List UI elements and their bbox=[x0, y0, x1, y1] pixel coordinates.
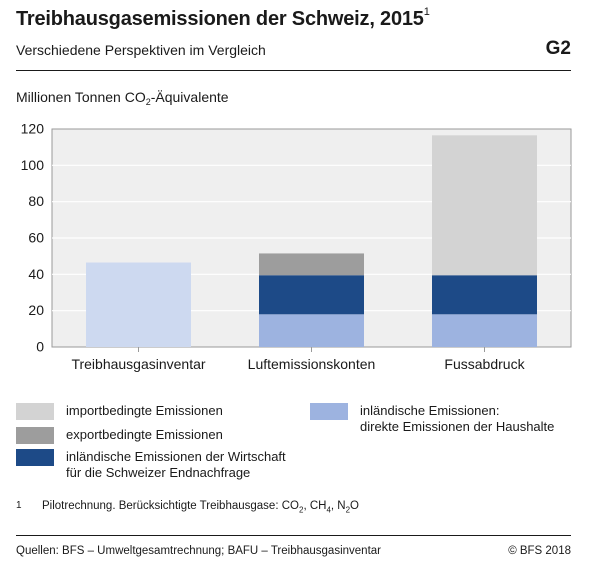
title-footnote-mark: 1 bbox=[423, 6, 430, 18]
legend-swatch-import bbox=[16, 403, 54, 420]
bar-inventar-1 bbox=[86, 262, 191, 347]
legend-item-import: importbedingte Emissionen bbox=[16, 403, 223, 420]
legend-swatch-wirtschaft bbox=[16, 449, 54, 466]
y-tick-label: 0 bbox=[36, 339, 44, 355]
bar-export-2 bbox=[259, 253, 364, 276]
y-tick-label: 60 bbox=[28, 230, 44, 246]
footnote: 1 Pilotrechnung. Berücksichtigte Treibhau… bbox=[16, 500, 359, 515]
chart-subtitle: Verschiedene Perspektiven im Vergleich bbox=[16, 42, 266, 58]
bar-import-3 bbox=[432, 135, 537, 276]
y-axis-label: Millionen Tonnen CO2-Äquivalente bbox=[16, 89, 229, 107]
bar-haushalte-2 bbox=[259, 314, 364, 347]
y-tick-label: 80 bbox=[28, 193, 44, 209]
x-tick-label: Fussabdruck bbox=[444, 356, 525, 372]
y-tick-label: 120 bbox=[21, 121, 45, 137]
legend-label-import: importbedingte Emissionen bbox=[66, 403, 223, 418]
legend-item-haushalte: inländische Emissionen: direkte Emissione… bbox=[310, 403, 554, 435]
y-tick-label: 20 bbox=[28, 302, 44, 318]
source-note: Quellen: BFS – Umweltgesamtrechnung; BAF… bbox=[16, 545, 381, 557]
x-tick-label: Treibhausgasinventar bbox=[71, 356, 205, 372]
chart-title: Treibhausgasemissionen der Schweiz, 2015… bbox=[16, 6, 430, 30]
legend-item-export: exportbedingte Emissionen bbox=[16, 427, 223, 444]
y-tick-label: 40 bbox=[28, 266, 44, 282]
bar-haushalte-3 bbox=[432, 314, 537, 347]
legend-label-wirtschaft: inländische Emissionen der Wirtschaft für… bbox=[66, 449, 286, 480]
copyright: © BFS 2018 bbox=[508, 545, 571, 557]
footer-divider bbox=[16, 535, 571, 536]
legend-label-export: exportbedingte Emissionen bbox=[66, 427, 223, 442]
header-divider bbox=[16, 70, 571, 71]
figure-badge: G2 bbox=[545, 38, 571, 59]
bar-wirtschaft-3 bbox=[432, 275, 537, 315]
legend-swatch-export bbox=[16, 427, 54, 444]
bar-wirtschaft-2 bbox=[259, 275, 364, 315]
legend-swatch-haushalte bbox=[310, 403, 348, 420]
bar-chart: 0 20 40 60 80 100 120 Treibhausgasinventar Lufte… bbox=[21, 121, 572, 372]
legend-item-wirtschaft: inländische Emissionen der Wirtschaft für… bbox=[16, 449, 286, 481]
x-tick-label: Luftemissionskonten bbox=[248, 356, 376, 372]
footnote-mark: 1 bbox=[16, 500, 22, 511]
y-tick-label: 100 bbox=[21, 157, 45, 173]
legend-label-haushalte: inländische Emissionen: direkte Emissione… bbox=[360, 403, 555, 434]
